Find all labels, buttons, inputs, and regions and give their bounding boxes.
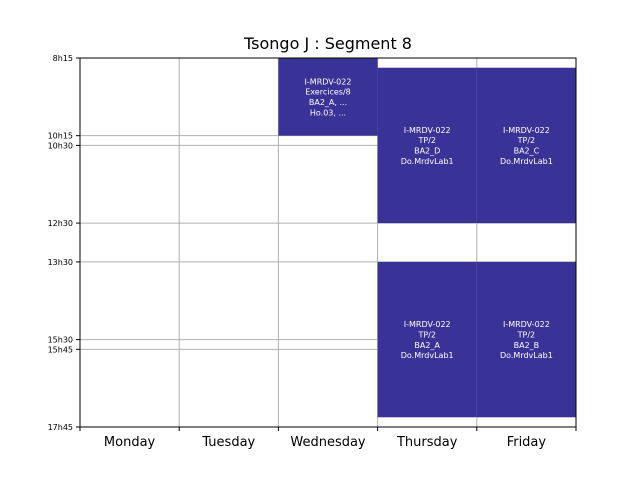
event-label-line: TP/2 [417,136,436,145]
event-label-line: I-MRDV-022 [503,320,550,329]
x-tick-label-day: Wednesday [290,435,366,450]
event-label-line: Do.MrdvLab1 [500,157,553,166]
event-label-line: BA2_A [414,341,440,350]
y-tick-label: 13h30 [48,258,73,267]
event-label-line: Do.MrdvLab1 [500,351,553,360]
event-label-line: Do.MrdvLab1 [401,351,454,360]
event-label-line: I-MRDV-022 [404,320,451,329]
y-tick-label: 10h15 [48,132,73,141]
y-tick-label: 8h15 [53,54,73,63]
event-label-line: BA2_D [414,147,440,156]
event-block[interactable] [476,67,576,224]
event-block[interactable] [278,58,378,136]
plot-frame [79,57,577,428]
y-tick-label: 10h30 [48,141,73,150]
y-tick-label: 15h45 [48,345,73,354]
event-label-line: BA2_C [514,147,540,156]
x-tick-label-day: Friday [507,435,547,450]
chart-title: Tsongo J : Segment 8 [243,34,412,53]
y-tick-label: 12h30 [48,219,73,228]
event-block[interactable] [476,261,576,418]
event-block[interactable] [377,67,477,224]
event-label-line: I-MRDV-022 [404,126,451,135]
event-label-line: BA2_A, ... [309,98,347,107]
y-tick-label: 17h45 [48,423,73,432]
x-tick-label-day: Thursday [396,435,458,450]
y-tick-label: 15h30 [48,336,73,345]
event-label-line: TP/2 [417,330,436,339]
event-label-line: Exercices/8 [305,88,350,97]
event-label-line: I-MRDV-022 [503,126,550,135]
event-block[interactable] [377,261,477,418]
event-label-line: Do.MrdvLab1 [401,157,454,166]
event-label-line: Ho.03, ... [310,108,346,117]
x-tick-label-day: Monday [104,435,156,450]
x-tick-label-day: Tuesday [201,435,255,450]
event-label-line: TP/2 [517,136,536,145]
event-label-line: BA2_B [514,341,540,350]
event-label-line: I-MRDV-022 [305,77,352,86]
event-label-line: TP/2 [517,330,536,339]
